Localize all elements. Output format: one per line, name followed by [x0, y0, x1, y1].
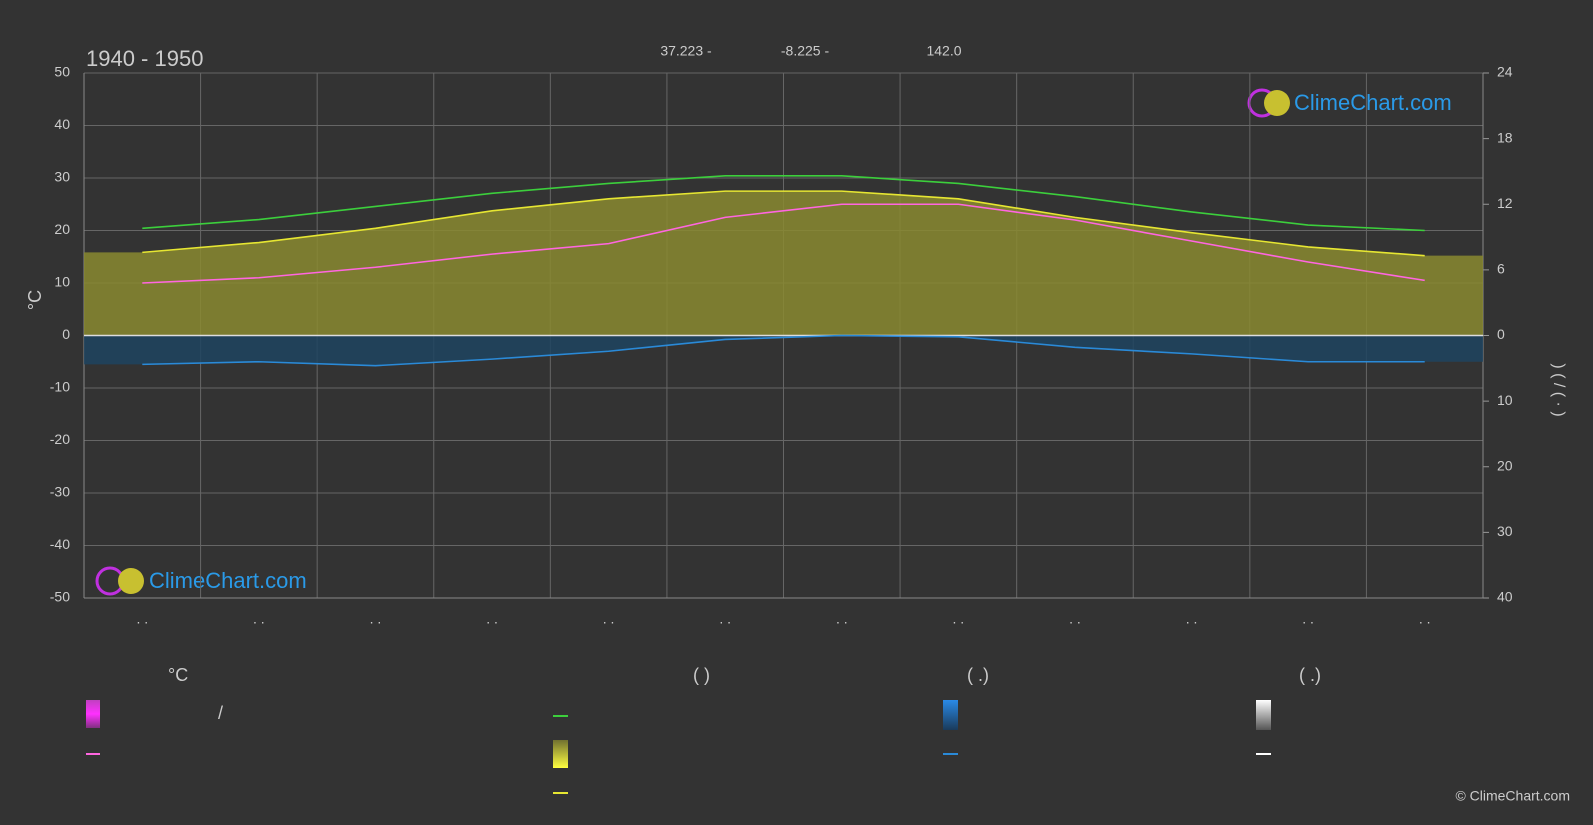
y2-tick-label: 0 — [1497, 326, 1505, 342]
plot-area: -50 -40 -30 -20 -10 0 10 20 30 40 50 0 6 12 18 24 10 20 30… — [50, 64, 1513, 627]
brand: ClimeChart.com — [1294, 90, 1452, 115]
y2-tick-label: 18 — [1497, 129, 1513, 145]
x-tick-label: . . — [136, 611, 148, 627]
legend-heading: ( .) — [967, 665, 989, 685]
area — [84, 191, 1483, 336]
logo-top: ClimeChart.com — [1247, 88, 1452, 118]
y-tick-label: 10 — [54, 274, 70, 290]
series-line — [142, 190, 1425, 257]
y-tick-label: 0 — [62, 326, 70, 342]
y-tick-label: -30 — [50, 484, 70, 500]
y-tick-label: 40 — [54, 116, 70, 132]
logo-sun — [118, 568, 144, 594]
y2-tick-label: 24 — [1497, 64, 1513, 80]
y2-tick-label: 6 — [1497, 261, 1505, 277]
legend-heading: ( ) — [693, 665, 710, 685]
copyright: © ClimeChart.com — [1455, 788, 1570, 804]
legend-heading: ( .) — [1299, 665, 1321, 685]
x-tick-label: . . — [486, 611, 498, 627]
y-tick-label: 30 — [54, 169, 70, 185]
area — [84, 335, 1483, 366]
legend-heading: °C — [168, 665, 188, 685]
y3-tick-label: 10 — [1497, 392, 1513, 408]
x-tick-label: . . — [953, 611, 965, 627]
y3-tick-label: 20 — [1497, 457, 1513, 473]
series-line — [142, 203, 1425, 284]
header-lon: -8.225 - — [781, 43, 830, 59]
chart-title: 1940 - 1950 — [86, 46, 203, 71]
legend-swatch — [86, 700, 100, 728]
y-tick-label: -40 — [50, 536, 70, 552]
y3-tick-label: 30 — [1497, 523, 1513, 539]
header-elev: 142.0 — [926, 43, 961, 59]
x-tick-label: . . — [719, 611, 731, 627]
header-lat: 37.223 - — [660, 43, 712, 59]
y-tick-label: 20 — [54, 221, 70, 237]
series-line — [142, 334, 1425, 367]
x-tick-label: . . — [1069, 611, 1081, 627]
y-tick-label: -50 — [50, 589, 70, 605]
x-tick-label: . . — [1419, 611, 1431, 627]
y2-axis-label: ) ( / ( · ) — [1550, 363, 1567, 416]
x-tick-label: . . — [253, 611, 265, 627]
legend-swatch — [553, 740, 568, 768]
y-tick-label: -20 — [50, 431, 70, 447]
series-line — [142, 175, 1425, 232]
y-tick-label: -10 — [50, 379, 70, 395]
legend-swatch — [1256, 700, 1271, 730]
x-tick-label: . . — [603, 611, 615, 627]
legend-text: / — [218, 703, 223, 723]
x-tick-label: . . — [1302, 611, 1314, 627]
legend-swatch — [943, 700, 958, 730]
y-tick-label: 50 — [54, 64, 70, 80]
logo-bottom: ClimeChart.com — [95, 566, 307, 596]
logo-sun — [1264, 90, 1290, 116]
y-axis-label: °C — [25, 290, 45, 310]
x-tick-label: . . — [1186, 611, 1198, 627]
x-tick-label: . . — [836, 611, 848, 627]
brand: ClimeChart.com — [149, 568, 307, 593]
x-tick-label: . . — [370, 611, 382, 627]
y2-tick-label: 12 — [1497, 195, 1513, 211]
y3-tick-label: 40 — [1497, 589, 1513, 605]
